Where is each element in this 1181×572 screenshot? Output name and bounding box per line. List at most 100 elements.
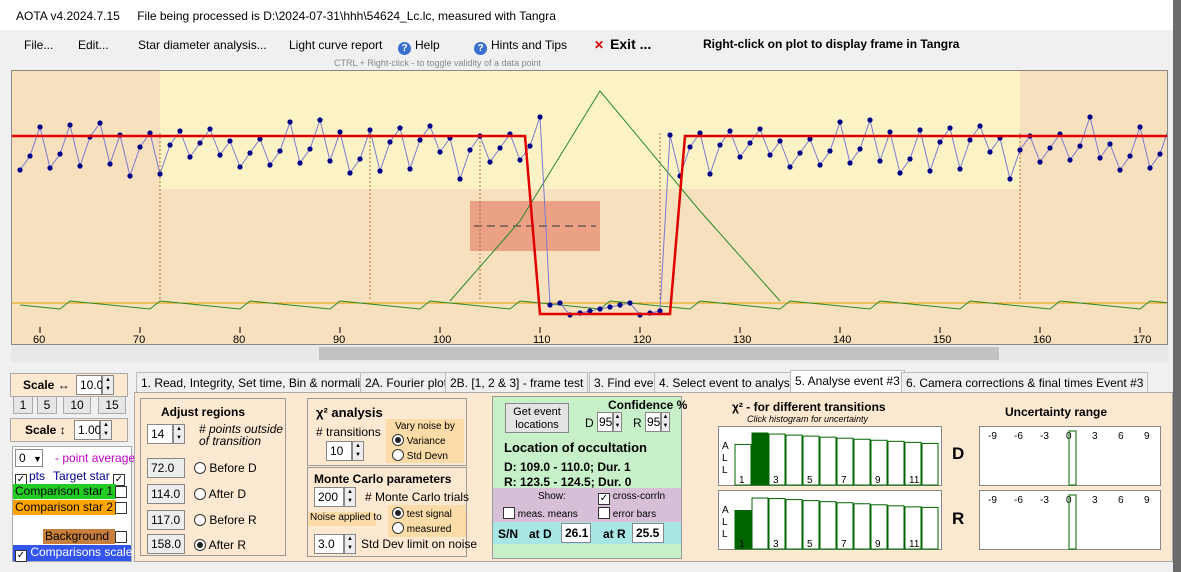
target-data-point [97,120,103,126]
menu-light-curve-report[interactable]: Light curve report [289,38,383,52]
meas-means-checkbox[interactable] [503,507,515,519]
points-outside-input[interactable]: 14 [147,424,173,444]
histogram-tick-label: 3 [773,475,779,486]
before-d-option[interactable]: Before D [194,461,257,475]
after-r-radio[interactable] [194,539,206,551]
histogram-bar [836,437,854,486]
menu-exit[interactable]: ✕ Exit ... [594,36,651,52]
variance-option[interactable]: Variance [392,434,446,447]
comparisons-scaled-label: Comparisons scaled [30,545,140,559]
target-data-point [237,164,243,170]
comparison1-checkbox[interactable] [115,485,127,499]
measured-radio[interactable] [392,522,404,534]
confidence-r-input[interactable]: 95 [645,412,661,432]
x-tick-label: 170 [1133,334,1151,345]
monte-trials-spinner[interactable]: ▲ ▼ [344,487,356,507]
meas-means-label: meas. means [517,509,578,520]
std-devn-option[interactable]: Std Devn [392,449,448,462]
menu-hints[interactable]: ? Hints and Tips [474,38,567,55]
target-data-point [737,154,743,160]
target-data-point [47,165,53,171]
before-r-option[interactable]: Before R [194,513,257,527]
std-devn-radio[interactable] [392,449,404,461]
before-d-radio[interactable] [194,462,206,474]
before-d-label: Before D [209,461,257,475]
tab-find-events[interactable]: 3. Find events [589,372,675,392]
scale-v-input[interactable]: 1.00 [74,420,101,440]
menu-edit[interactable]: Edit... [78,38,109,52]
histogram-r[interactable]: A L L 1 3 5 7 9 11 [718,490,942,550]
points-outside-spinner[interactable]: ▲ ▼ [173,424,185,444]
background-label: Background [43,529,115,544]
plot-scrollbar[interactable] [11,345,1168,362]
tab-read[interactable]: 1. Read, Integrity, Set time, Bin & norm… [136,372,378,392]
confidence-d-label: D [585,416,594,430]
std-limit-input-wrap: 3.0 ▲ ▼ [314,534,356,554]
histogram-d[interactable]: A L L 1 3 5 7 9 11 [718,426,942,486]
target-data-point [327,158,333,164]
cross-corrln-checkbox[interactable]: ✓ [598,493,610,505]
histogram-r-label: R [952,509,965,528]
target-data-point [367,127,373,133]
comparisons-scaled-row[interactable]: ✓ Comparisons scaled [13,545,139,562]
tab-camera-corrections[interactable]: 6. Camera corrections & final times Even… [901,372,1149,392]
sn-at-r-label: at R [603,527,626,541]
uncertainty-tick-label: 9 [1144,495,1150,506]
after-d-option[interactable]: After D [194,487,246,501]
comparison2-checkbox[interactable] [115,501,127,515]
x-tick-label: 90 [333,334,345,345]
meas-means-option[interactable]: meas. means [503,507,578,520]
tab-select-event[interactable]: 4. Select event to analyse [654,372,802,392]
menu-file[interactable]: File... [24,38,54,52]
error-bars-checkbox[interactable] [598,507,610,519]
confidence-r-spinner[interactable]: ▲ ▼ [661,412,670,432]
scrollbar-thumb[interactable] [319,347,999,360]
comparisons-scaled-checkbox[interactable]: ✓ [15,550,27,562]
uncertainty-d: -9 -6 -3 0 3 6 9 [979,426,1161,486]
confidence-d-spinner[interactable]: ▲ ▼ [613,412,622,432]
scale-h-spinner[interactable]: ▲ ▼ [102,375,114,395]
std-limit-input[interactable]: 3.0 [314,534,344,554]
target-data-point [817,162,823,168]
test-signal-radio[interactable] [392,507,404,519]
error-bars-label: error bars [612,509,657,520]
tab-analyse-event[interactable]: 5. Analyse event #3 [790,370,905,392]
monte-trials-input[interactable]: 200 [314,487,344,507]
zoom-button-15[interactable]: 15 [98,396,126,414]
error-bars-option[interactable]: error bars [598,507,656,520]
cross-corrln-option[interactable]: ✓ cross-corrln [598,491,665,505]
measured-option[interactable]: measured [392,522,451,535]
analyse-event-panel: Adjust regions 14 ▲ ▼ # points outside of … [134,392,1173,562]
transitions-input[interactable]: 10 [326,441,352,461]
get-event-locations-button[interactable]: Get event locations [505,403,569,433]
confidence-d-input[interactable]: 95 [597,412,613,432]
after-d-radio[interactable] [194,488,206,500]
transitions-spinner[interactable]: ▲ ▼ [352,441,364,461]
target-star-checkbox[interactable]: ✓ [113,469,125,486]
std-limit-spinner[interactable]: ▲ ▼ [344,534,356,554]
point-average-select[interactable]: 0 [15,449,43,467]
target-data-point [407,166,413,172]
menu-help[interactable]: ? Help [398,38,440,55]
target-data-point [527,143,533,149]
scale-v-spinner[interactable]: ▲ ▼ [100,420,112,440]
test-signal-option[interactable]: test signal [392,507,452,520]
uncertainty-tick-label: 3 [1092,495,1098,506]
background-checkbox[interactable] [115,530,127,544]
target-data-point [967,137,973,143]
after-r-option[interactable]: After R [194,538,246,552]
tab-fourier[interactable]: 2A. Fourier plot [360,372,453,392]
menu-star-diameter[interactable]: Star diameter analysis... [138,38,267,52]
zoom-button-10[interactable]: 10 [63,396,91,414]
light-curve-plot[interactable]: 60 70 80 90 100 110 120 130 140 150 160 170 [11,70,1168,345]
scale-h-input[interactable]: 10.0 [76,375,103,395]
zoom-button-5[interactable]: 5 [37,396,57,414]
before-r-radio[interactable] [194,514,206,526]
variance-radio[interactable] [392,434,404,446]
light-curve-svg[interactable]: 60 70 80 90 100 110 120 130 140 150 160 170 [12,71,1168,345]
scale-v-box: Scale ↕ 1.00 ▲ ▼ [10,418,128,442]
tab-frame-test[interactable]: 2B. [1, 2 & 3] - frame test [445,372,589,392]
zoom-button-1[interactable]: 1 [13,396,33,414]
